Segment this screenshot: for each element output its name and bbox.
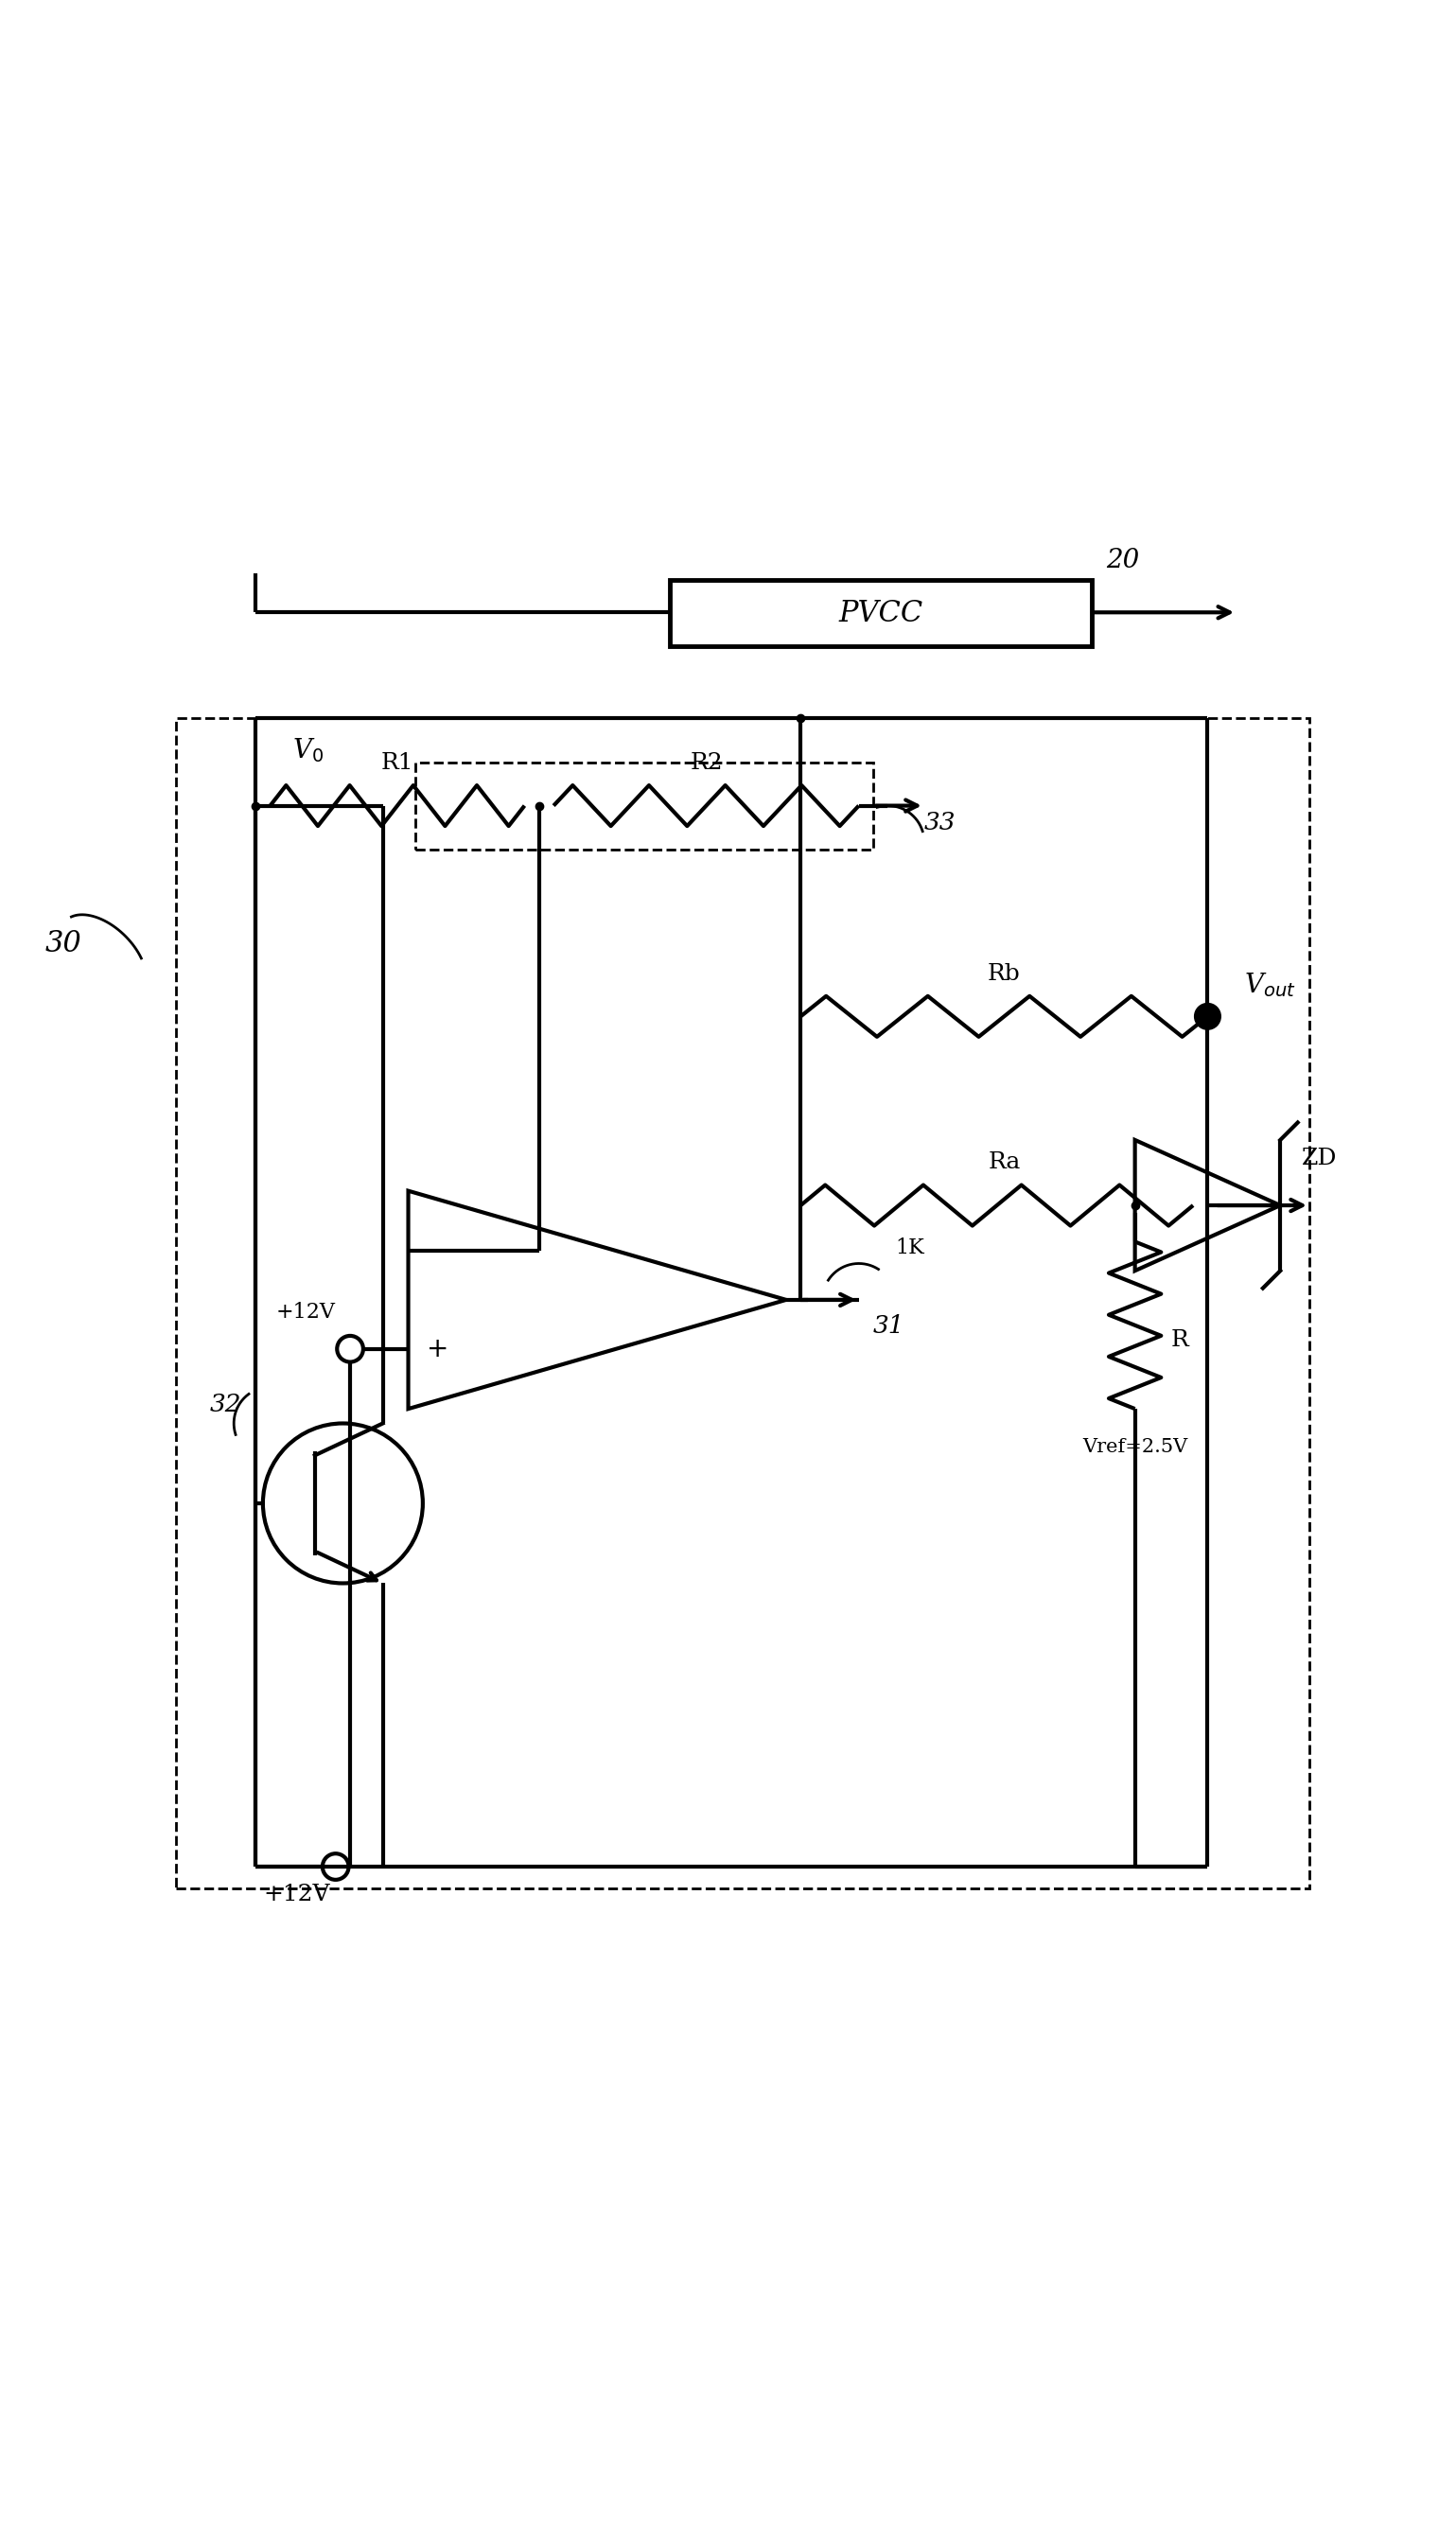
Text: 31: 31 [874, 1314, 906, 1337]
Text: −: − [427, 1238, 448, 1264]
Text: R: R [1171, 1329, 1190, 1352]
Text: Rb: Rb [987, 963, 1021, 986]
Text: 30: 30 [45, 930, 82, 958]
Text: +12V: +12V [277, 1301, 335, 1322]
Text: 32: 32 [210, 1392, 242, 1415]
Text: V$_0$: V$_0$ [293, 735, 323, 763]
Bar [415, 763, 874, 849]
Text: Ra: Ra [987, 1152, 1021, 1173]
Circle shape [1194, 1003, 1220, 1028]
Text: +: + [427, 1337, 448, 1362]
Text: 33: 33 [925, 811, 957, 834]
Text: V$_{out}$: V$_{out}$ [1243, 970, 1296, 998]
Text: R1: R1 [381, 753, 414, 773]
Text: ZD: ZD [1302, 1147, 1338, 1170]
Text: 1K: 1K [895, 1238, 925, 1258]
Text: Vref=2.5V: Vref=2.5V [1082, 1438, 1188, 1456]
Text: +12V: +12V [264, 1885, 329, 1905]
Text: 20: 20 [1107, 548, 1139, 574]
Text: R2: R2 [690, 753, 722, 773]
Bar [176, 718, 1309, 1888]
Text: PVCC: PVCC [839, 599, 923, 627]
Bar [670, 581, 1092, 647]
